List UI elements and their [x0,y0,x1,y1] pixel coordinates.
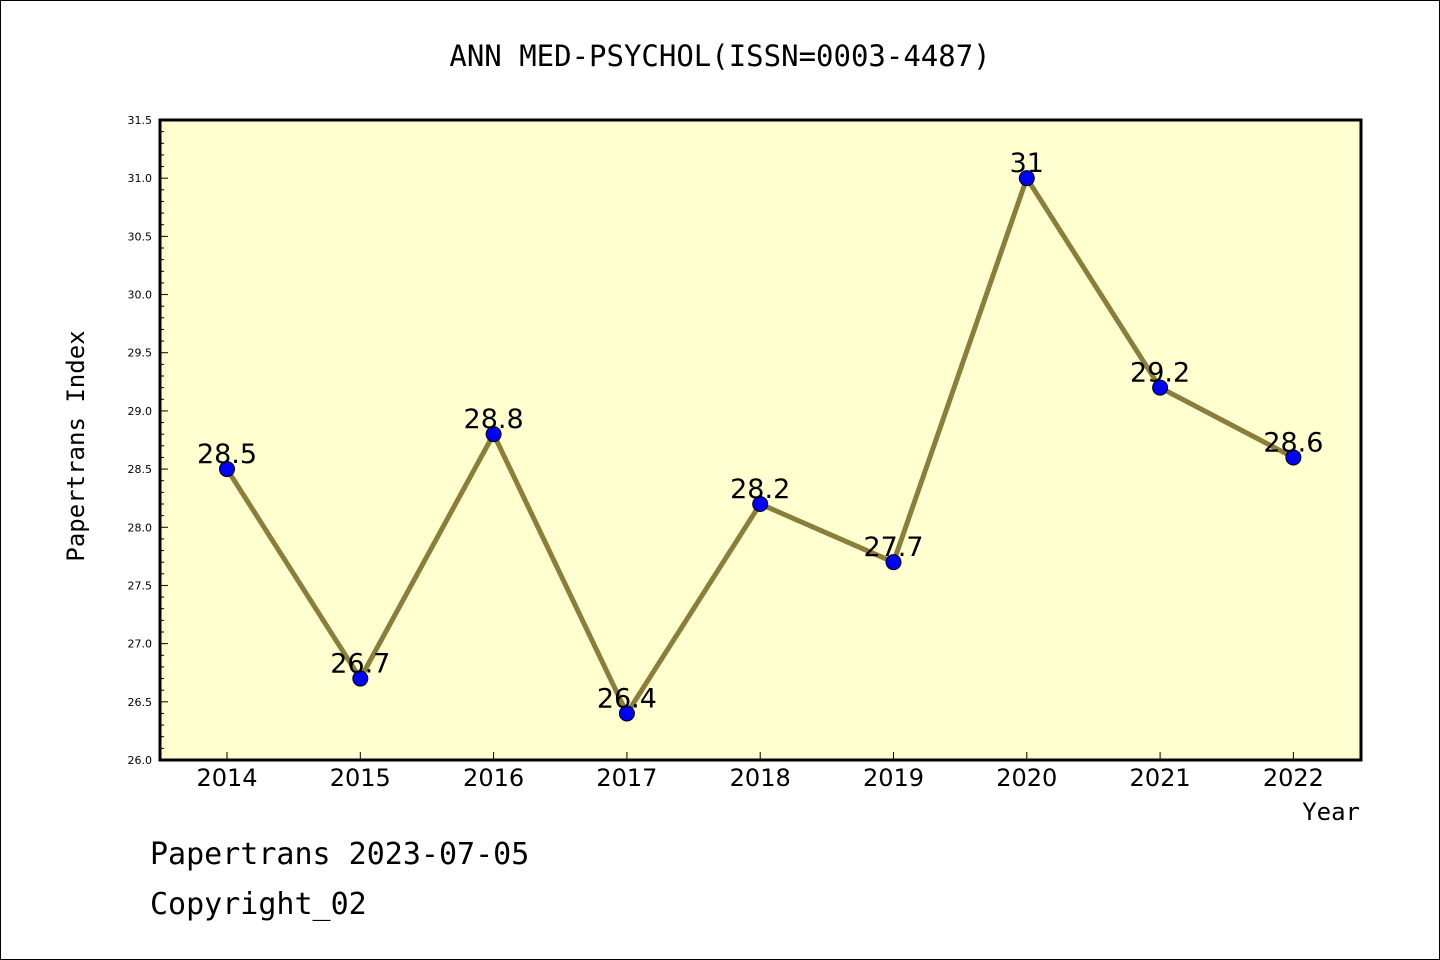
data-point-marker [752,496,769,512]
chart-title: ANN MED-PSYCHOL(ISSN=0003-4487) [449,39,990,73]
y-tick-label: 27.5 [128,579,153,592]
x-tick-label: 2017 [596,764,657,792]
x-tick-label: 2021 [1130,764,1191,792]
y-tick-label: 29.0 [128,405,153,418]
y-tick-label: 28.0 [128,521,153,534]
data-label: 27.7 [863,532,923,563]
data-point-marker [1285,449,1302,466]
data-point-marker [219,461,235,478]
data-point-marker [352,670,369,687]
y-tick-label: 28.5 [128,463,153,476]
data-label: 28.8 [464,404,524,435]
x-tick-label: 2015 [330,764,391,792]
y-tick-label: 31.5 [128,114,153,127]
y-axis-label: Papertrans Index [62,330,90,561]
data-label: 26.7 [330,649,390,680]
y-tick-label: 27.0 [128,638,153,651]
x-tick-label: 2018 [730,764,791,792]
x-tick-label: 2014 [196,764,257,792]
plot-area [160,120,1361,760]
data-label: 28.5 [197,439,257,470]
y-tick-label: 30.5 [128,230,153,243]
footer-copyright: Copyright_02 [150,887,367,922]
series-markers [219,170,1302,722]
x-axis-tick-labels: 2014 2015 2016 2017 2018 2019 2020 2021 2022 [196,764,1323,792]
x-tick-label: 2020 [996,764,1057,792]
y-tick-label: 30.0 [128,289,153,302]
x-axis-label: Year [1302,798,1360,826]
y-tick-label: 31.0 [128,172,153,185]
data-label: 28.2 [730,474,790,505]
x-tick-label: 2019 [863,764,924,792]
y-tick-label: 29.5 [128,347,153,360]
y-tick-label: 26.0 [128,754,153,767]
x-tick-label: 2022 [1263,764,1324,792]
data-point-marker [618,705,635,722]
data-point-marker [485,426,502,443]
footer-date: Papertrans 2023-07-05 [150,837,529,872]
data-label: 31 [1010,148,1044,179]
data-label: 26.4 [597,683,657,714]
data-point-marker [1018,170,1035,187]
data-point-marker [885,554,902,571]
plot-border [158,118,1363,762]
x-tick-label: 2016 [463,764,524,792]
data-label: 29.2 [1130,358,1190,389]
data-labels: 28.5 26.7 28.8 26.4 28.2 27.7 31 29.2 28.6 [197,148,1324,714]
y-tick-label: 26.5 [128,696,153,709]
y-axis-tick-labels: 26.0 26.5 27.0 27.5 28.0 28.5 29.0 29.5 30.0 30.5… [128,114,153,767]
data-point-marker [1152,379,1169,396]
data-label: 28.6 [1263,427,1323,458]
